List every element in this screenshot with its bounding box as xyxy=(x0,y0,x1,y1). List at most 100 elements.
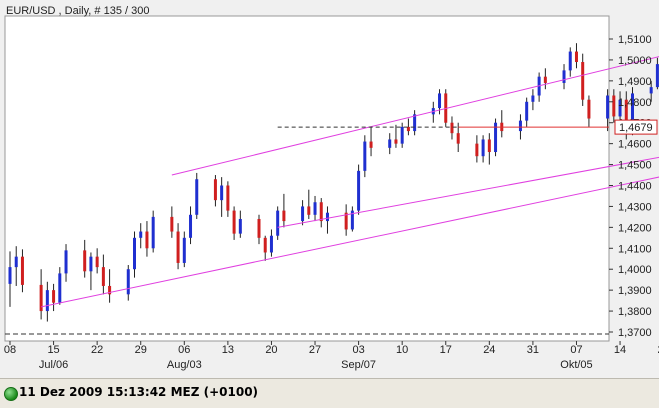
candle-body xyxy=(612,96,615,117)
x-tick-label: 13 xyxy=(222,344,234,356)
y-tick-label: 1,4600 xyxy=(618,139,652,151)
x-tick-label: 15 xyxy=(47,344,59,356)
x-tick-label: 22 xyxy=(91,344,103,356)
y-tick-label: 1,5100 xyxy=(618,34,652,46)
candle-body xyxy=(58,273,61,302)
y-tick-label: 1,3900 xyxy=(618,285,652,297)
candle-body xyxy=(282,211,285,221)
chart-title: EUR/USD , Daily, # 135 / 300 xyxy=(6,5,149,17)
y-tick-label: 1,5000 xyxy=(618,55,652,67)
x-tick-label: 17 xyxy=(440,344,452,356)
candle-body xyxy=(276,211,279,236)
candle-body xyxy=(89,257,92,272)
candle-body xyxy=(475,144,478,157)
candle-body xyxy=(220,186,223,201)
candle-body xyxy=(307,206,310,214)
candle-body xyxy=(488,139,491,152)
candle-body xyxy=(233,211,236,234)
candle-body xyxy=(525,102,528,121)
y-tick-label: 1,4800 xyxy=(618,97,652,109)
candle-body xyxy=(370,142,373,148)
x-month-label: Jul/06 xyxy=(39,359,68,371)
candle-body xyxy=(264,238,267,253)
status-timestamp: 11 Dez 2009 15:13:42 MEZ (+0100) xyxy=(19,385,258,399)
y-tick-label: 1,4300 xyxy=(618,201,652,213)
candle-body xyxy=(102,267,105,286)
candle-body xyxy=(482,139,485,156)
x-tick-label: 03 xyxy=(352,344,364,356)
x-tick-label: 06 xyxy=(178,344,190,356)
candle-body xyxy=(575,52,578,62)
candle-body xyxy=(650,87,653,93)
candle-body xyxy=(544,77,547,83)
candle-body xyxy=(587,100,590,119)
candle-body xyxy=(133,238,136,269)
candle-body xyxy=(363,142,366,171)
candle-body xyxy=(394,139,397,143)
candle-body xyxy=(357,171,360,211)
candle-body xyxy=(413,114,416,131)
candle-body xyxy=(301,206,304,221)
candle-body xyxy=(388,139,391,147)
candle-body xyxy=(457,133,460,143)
candle-body xyxy=(239,219,242,234)
x-tick-label: 24 xyxy=(483,344,495,356)
candle-body xyxy=(569,52,572,71)
candle-body xyxy=(46,290,49,311)
x-tick-label: 20 xyxy=(265,344,277,356)
candle-body xyxy=(195,179,198,215)
candle-body xyxy=(21,257,24,285)
y-tick-label: 1,4200 xyxy=(618,222,652,234)
connection-status-icon xyxy=(4,387,18,401)
candle-body xyxy=(258,219,261,238)
current-price-label: 1,4679 xyxy=(619,122,653,134)
candle-body xyxy=(214,179,217,200)
candle-body xyxy=(170,217,173,232)
x-tick-label: 29 xyxy=(135,344,147,356)
candle-body xyxy=(139,232,142,238)
candle-body xyxy=(65,250,68,273)
candle-body xyxy=(531,96,534,102)
candle-body xyxy=(563,70,566,83)
candle-body xyxy=(183,238,186,263)
x-tick-label: 14 xyxy=(614,344,626,356)
candle-body xyxy=(83,250,86,271)
x-tick-label: 08 xyxy=(4,344,16,356)
candle-body xyxy=(9,267,12,284)
candle-body xyxy=(189,215,192,238)
candle-body xyxy=(226,186,229,211)
chart-area[interactable]: 1,51001,50001,49001,48001,47001,46001,45… xyxy=(0,0,659,378)
candle-body xyxy=(127,269,130,294)
x-month-label: Aug/03 xyxy=(167,359,202,371)
candle-body xyxy=(152,217,155,248)
candle-body xyxy=(656,64,659,87)
y-tick-label: 1,4500 xyxy=(618,160,652,172)
y-tick-label: 1,4900 xyxy=(618,76,652,88)
plot-area xyxy=(5,16,609,341)
candle-body xyxy=(314,202,317,215)
candle-body xyxy=(581,62,584,100)
candle-body xyxy=(145,232,148,249)
y-tick-label: 1,4100 xyxy=(618,243,652,255)
status-bar: 11 Dez 2009 15:13:42 MEZ (+0100) xyxy=(0,378,659,408)
x-month-label: Sep/07 xyxy=(341,359,376,371)
candle-body xyxy=(320,202,323,221)
x-tick-label: 27 xyxy=(309,344,321,356)
current-price-badge: 1,4679 xyxy=(615,120,657,134)
candle-body xyxy=(177,232,180,263)
candle-body xyxy=(326,213,329,221)
candle-body xyxy=(519,121,522,131)
candle-body xyxy=(450,123,453,133)
y-tick-label: 1,3700 xyxy=(618,327,652,339)
candle-body xyxy=(270,236,273,253)
y-tick-label: 1,4000 xyxy=(618,264,652,276)
x-month-label: Okt/05 xyxy=(560,359,592,371)
candle-body xyxy=(15,257,18,267)
y-tick-label: 1,3800 xyxy=(618,306,652,318)
y-tick-label: 1,4400 xyxy=(618,181,652,193)
x-tick-label: 31 xyxy=(527,344,539,356)
x-tick-label: 10 xyxy=(396,344,408,356)
x-tick-label: 07 xyxy=(570,344,582,356)
candle-body xyxy=(52,290,55,303)
